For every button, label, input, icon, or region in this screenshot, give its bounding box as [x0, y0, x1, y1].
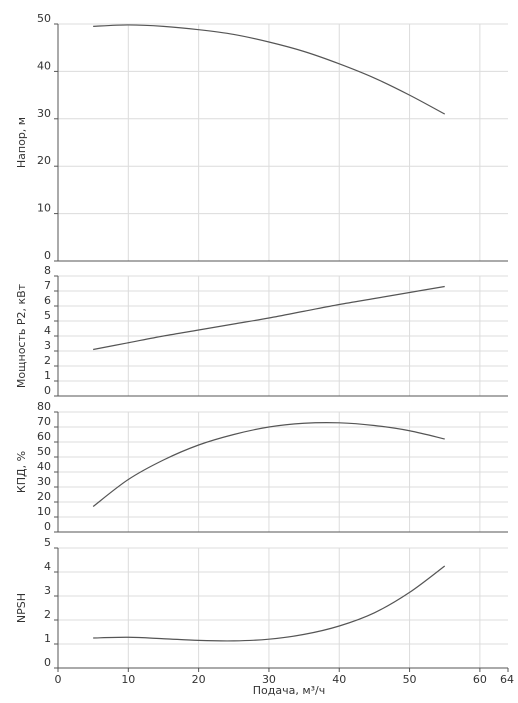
- head-y-tick-label: 10: [37, 202, 51, 215]
- power-y-tick-label: 0: [44, 384, 51, 397]
- head-y-tick-label: 50: [37, 12, 51, 25]
- power-y-tick-label: 2: [44, 354, 51, 367]
- power-y-tick-label: 5: [44, 309, 51, 322]
- head-y-tick-label: 0: [44, 249, 51, 262]
- x-tick-label: 40: [332, 673, 346, 686]
- x-axis: 0 10 20 30 40 50 60 64: [55, 668, 514, 686]
- x-tick-label: 10: [121, 673, 135, 686]
- npsh-y-tick-label: 0: [44, 656, 51, 669]
- power-y-tick-label: 6: [44, 294, 51, 307]
- head-panel: 0 10 20 30 40 50 Напор, м: [15, 12, 508, 262]
- npsh-panel: 0 1 2 3 4 5 NPSH: [15, 536, 508, 669]
- x-tick-label: 30: [262, 673, 276, 686]
- power-y-tick-label: 8: [44, 264, 51, 277]
- npsh-series-line: [93, 565, 446, 642]
- head-y-axis-title: Напор, м: [15, 117, 28, 168]
- power-y-tick-label: 7: [44, 279, 51, 292]
- x-tick-label: 50: [403, 673, 417, 686]
- efficiency-y-tick-label: 70: [37, 415, 51, 428]
- efficiency-y-tick-label: 40: [37, 460, 51, 473]
- npsh-y-tick-label: 5: [44, 536, 51, 549]
- efficiency-y-tick-label: 50: [37, 445, 51, 458]
- npsh-y-tick-label: 4: [44, 560, 51, 573]
- efficiency-y-tick-label: 0: [44, 520, 51, 533]
- x-tick-label: 60: [473, 673, 487, 686]
- power-y-tick-label: 3: [44, 339, 51, 352]
- efficiency-panel: 0 10 20 30 40 50 60 70 80 КПД, %: [15, 400, 508, 533]
- efficiency-series-line: [92, 421, 445, 507]
- power-y-tick-label: 4: [44, 324, 51, 337]
- npsh-y-tick-label: 3: [44, 584, 51, 597]
- power-panel: 0 1 2 3 4 5 6 7 8 Мощность P2, кВт: [15, 264, 508, 397]
- efficiency-y-tick-label: 80: [37, 400, 51, 413]
- efficiency-y-tick-label: 10: [37, 505, 51, 518]
- head-series-line: [93, 24, 446, 115]
- x-tick-label: 64: [500, 673, 514, 686]
- power-y-tick-label: 1: [44, 369, 51, 382]
- head-y-tick-label: 30: [37, 107, 51, 120]
- efficiency-y-tick-label: 20: [37, 490, 51, 503]
- npsh-y-tick-label: 2: [44, 608, 51, 621]
- head-y-tick-label: 40: [37, 59, 51, 72]
- x-tick-label: 0: [55, 673, 62, 686]
- x-tick-label: 20: [192, 673, 206, 686]
- power-y-axis-title: Мощность P2, кВт: [15, 283, 28, 388]
- power-series-line: [93, 285, 445, 351]
- npsh-y-tick-label: 1: [44, 632, 51, 645]
- efficiency-y-tick-label: 30: [37, 475, 51, 488]
- head-y-tick-label: 20: [37, 154, 51, 167]
- x-axis-title: Подача, м³/ч: [253, 684, 326, 697]
- npsh-y-axis-title: NPSH: [15, 593, 28, 623]
- efficiency-y-tick-label: 60: [37, 430, 51, 443]
- efficiency-y-axis-title: КПД, %: [15, 451, 28, 493]
